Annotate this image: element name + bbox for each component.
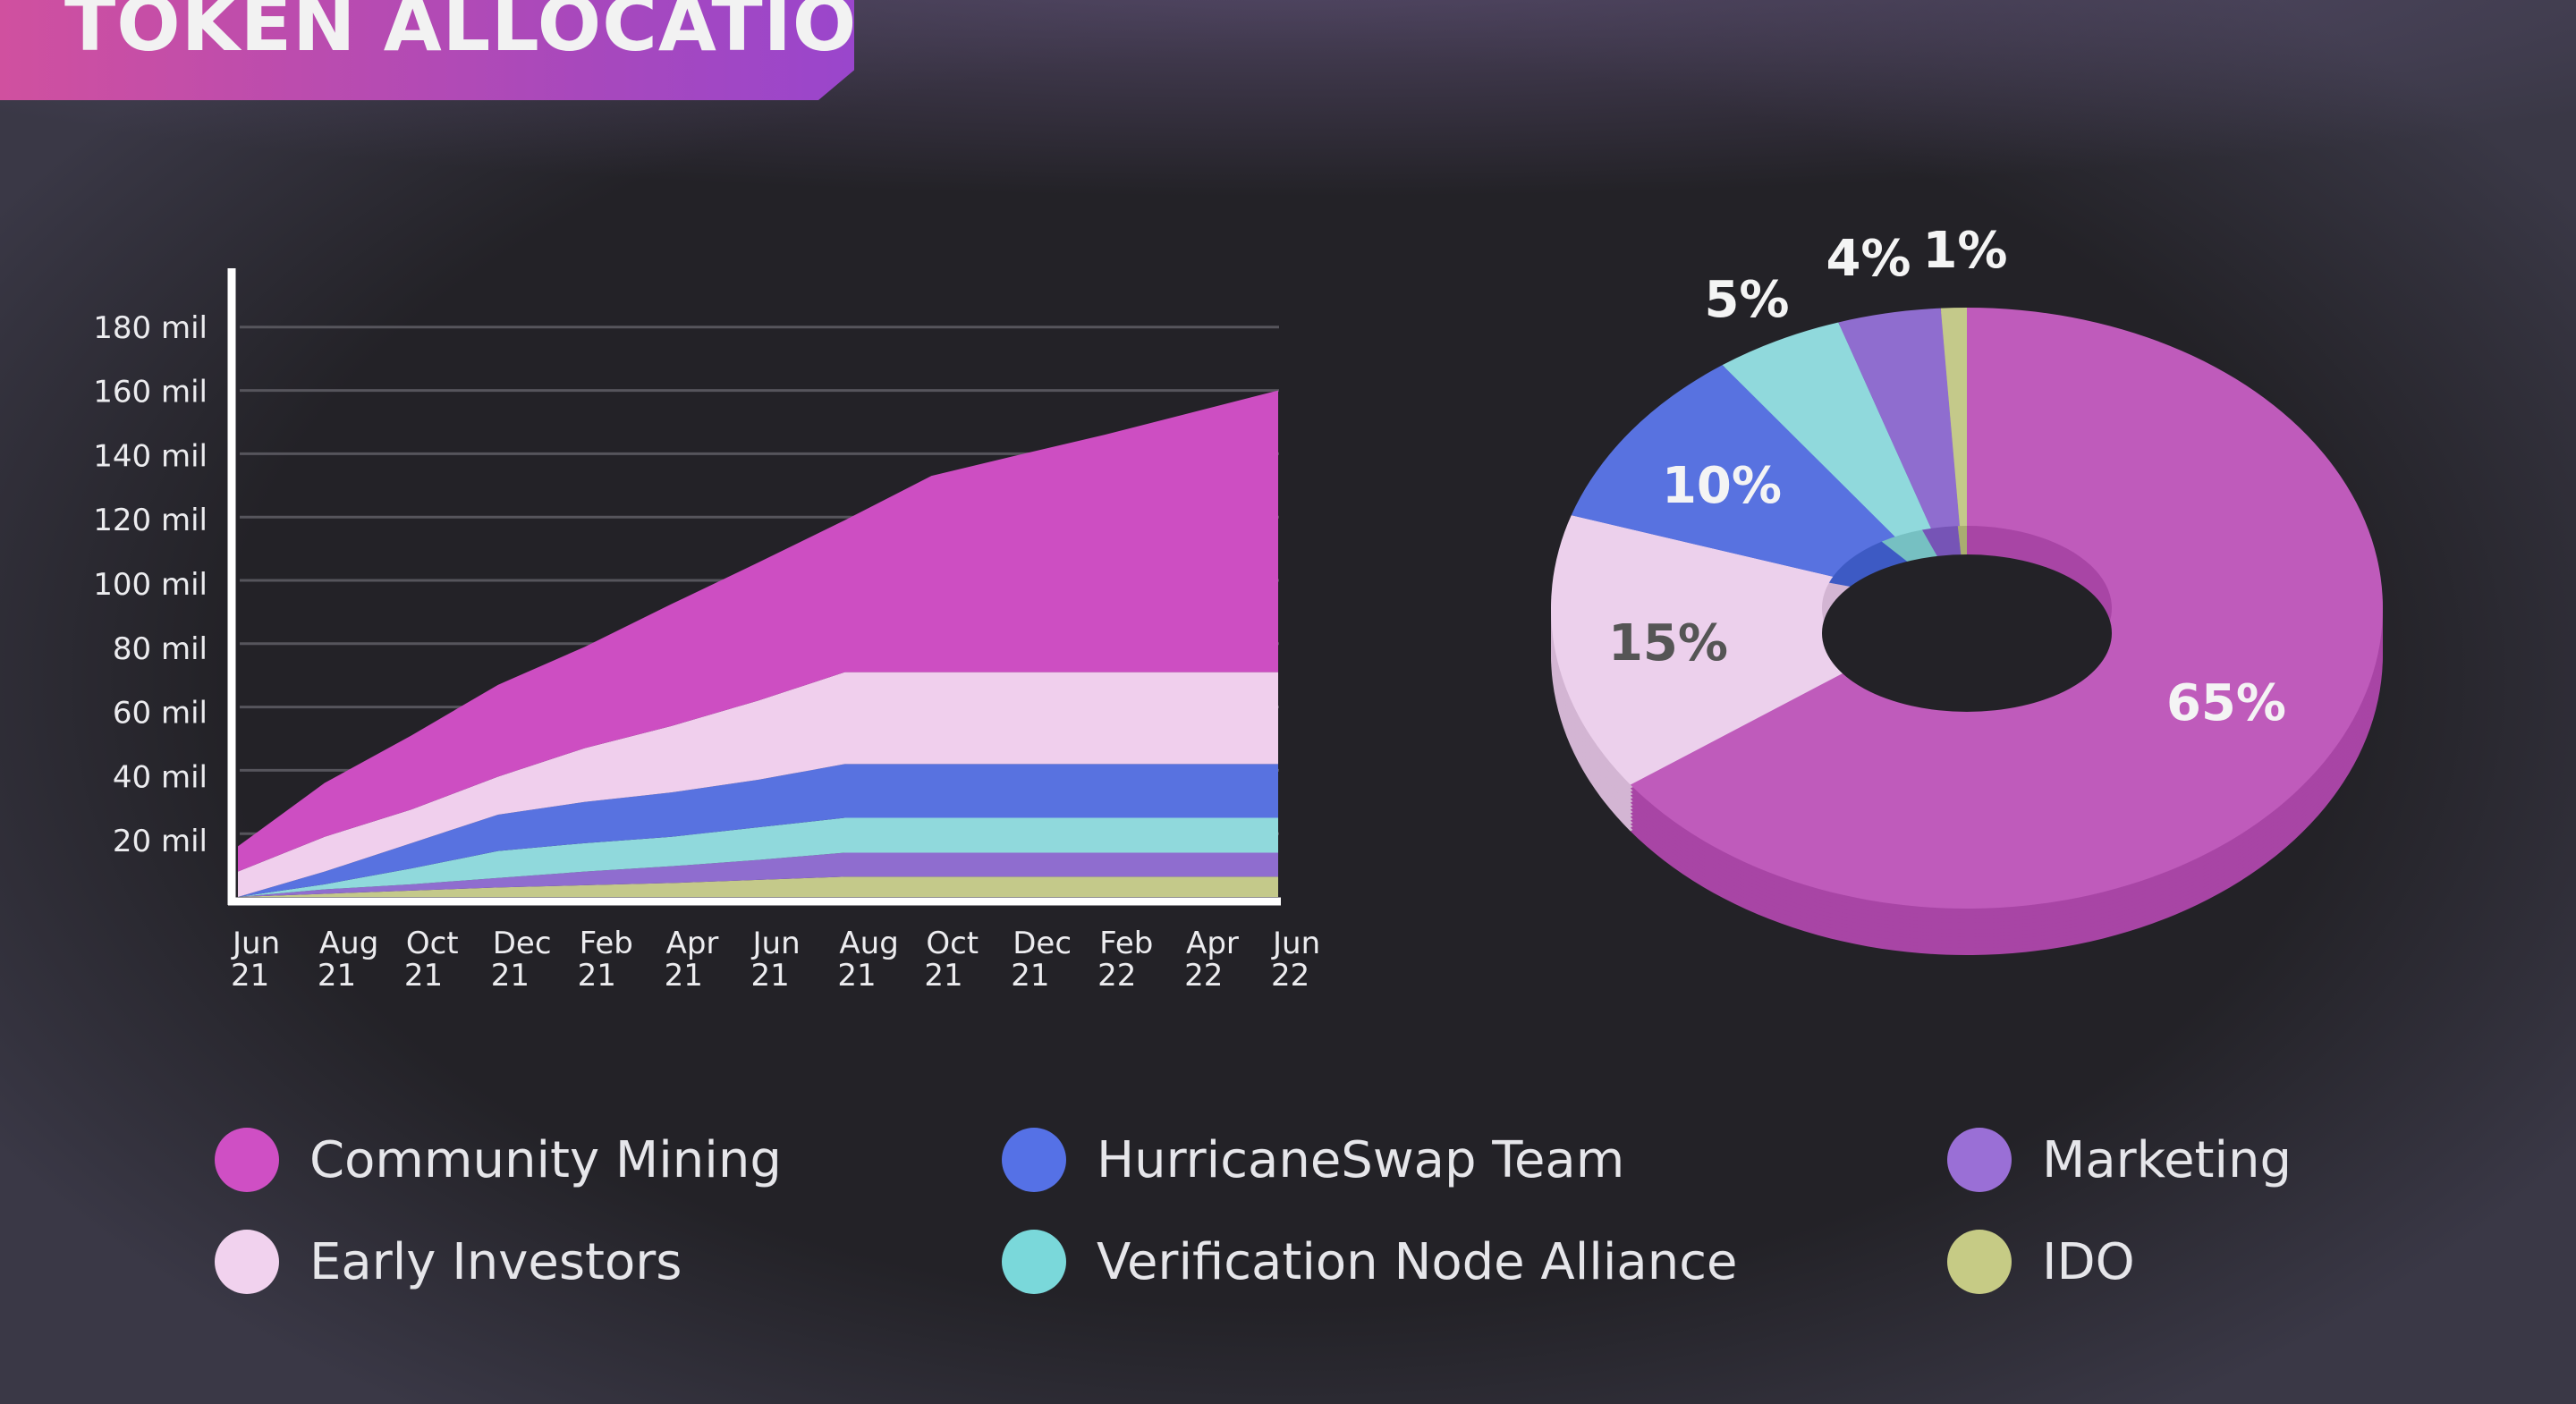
legend-label: Marketing bbox=[2042, 1130, 2292, 1189]
legend-label: HurricaneSwap Team bbox=[1097, 1130, 1625, 1189]
x-tick-label-line: 21 bbox=[751, 958, 790, 994]
y-tick-labels: 20 mil 40 mil 60 mil 80 mil 100 mil 120 mil 14… bbox=[93, 310, 208, 859]
x-tick-label-line: Jun bbox=[231, 926, 280, 961]
legend-label: Verification Node Alliance bbox=[1097, 1232, 1738, 1291]
donut-chart bbox=[1551, 308, 2383, 955]
legend-item: Verification Node Alliance bbox=[1002, 1226, 1737, 1298]
area-early-investors bbox=[238, 672, 1278, 897]
x-tick-label-line: 22 bbox=[1271, 958, 1309, 994]
title-banner: TOKEN ALLOCATION bbox=[0, 0, 854, 100]
legend-swatch bbox=[1947, 1230, 2012, 1294]
legend-swatch bbox=[1947, 1128, 2012, 1192]
x-tick-label-line: Aug bbox=[839, 926, 898, 961]
x-tick-label: Dec 21 bbox=[1011, 926, 1072, 994]
x-tick-label-line: Oct bbox=[926, 926, 979, 961]
x-tick-label-line: Apr bbox=[666, 926, 719, 961]
y-tick-label: 180 mil bbox=[93, 310, 208, 346]
y-tick-label: 20 mil bbox=[113, 824, 208, 859]
x-tick-label-line: 21 bbox=[578, 958, 616, 994]
donut-label: 10% bbox=[1662, 457, 1782, 515]
legend-swatch bbox=[1002, 1230, 1066, 1294]
x-tick-label-line: Aug bbox=[319, 926, 378, 961]
donut-slice-early-investors bbox=[1551, 515, 1967, 785]
x-tick-label: Apr 22 bbox=[1184, 926, 1239, 994]
x-tick-label: Dec 21 bbox=[491, 926, 552, 994]
x-tick-label-line: Feb bbox=[1099, 926, 1153, 961]
x-tick-label: Jun 21 bbox=[751, 926, 801, 994]
x-tick-label: Feb 21 bbox=[578, 926, 633, 994]
x-tick-label-line: 21 bbox=[665, 958, 703, 994]
legend-label: IDO bbox=[2042, 1232, 2135, 1291]
donut-label: 5% bbox=[1704, 271, 1789, 329]
y-tick-label: 40 mil bbox=[113, 759, 208, 795]
x-tick-label-line: Dec bbox=[1013, 926, 1072, 961]
x-tick-label-line: 21 bbox=[231, 958, 269, 994]
x-tick-label-line: 22 bbox=[1184, 958, 1223, 994]
legend-swatch bbox=[1002, 1128, 1066, 1192]
x-tick-label-line: 21 bbox=[1011, 958, 1049, 994]
x-tick-label-line: 21 bbox=[491, 958, 530, 994]
y-tick-label: 100 mil bbox=[93, 567, 208, 603]
x-tick-label-line: Feb bbox=[580, 926, 633, 961]
area-marketing bbox=[238, 852, 1278, 897]
donut-slice-hurricaneswap-team bbox=[1571, 365, 1967, 608]
area-verification-node-alliance bbox=[238, 817, 1278, 897]
x-tick-label: Apr 21 bbox=[665, 926, 719, 994]
donut-hole bbox=[1822, 554, 2112, 712]
x-tick-label-line: Apr bbox=[1186, 926, 1239, 961]
stacked-area-chart bbox=[238, 390, 1278, 897]
page-title: TOKEN ALLOCATION bbox=[64, 0, 921, 68]
legend-swatch bbox=[215, 1230, 279, 1294]
x-tick-label-line: Oct bbox=[406, 926, 459, 961]
legend-label: Early Investors bbox=[309, 1232, 682, 1291]
donut-label: 4% bbox=[1826, 230, 1911, 288]
axes bbox=[227, 268, 1281, 906]
donut-label: 15% bbox=[1608, 614, 1728, 672]
x-tick-label-line: 21 bbox=[404, 958, 443, 994]
x-tick-label: Jun 21 bbox=[231, 926, 280, 994]
x-tick-label-line: 22 bbox=[1097, 958, 1136, 994]
legend-swatch bbox=[215, 1128, 279, 1192]
x-tick-label: Aug 21 bbox=[837, 926, 898, 994]
y-tick-label: 140 mil bbox=[93, 438, 208, 474]
area-hurricaneswap-team bbox=[238, 764, 1278, 897]
legend-label: Community Mining bbox=[309, 1130, 782, 1189]
x-tick-label: Oct 21 bbox=[924, 926, 979, 994]
y-tick-label: 120 mil bbox=[93, 503, 208, 538]
x-tick-label-line: 21 bbox=[924, 958, 962, 994]
x-tick-label-line: Jun bbox=[1271, 926, 1320, 961]
area-community-mining bbox=[238, 390, 1278, 872]
y-tick-label: 80 mil bbox=[113, 631, 208, 667]
legend-item: Community Mining bbox=[215, 1124, 782, 1196]
donut-labels: 65% 15% 10% 5% 4% 1% bbox=[1608, 222, 2286, 732]
x-tick-label-line: 21 bbox=[318, 958, 356, 994]
y-tick-label: 60 mil bbox=[113, 696, 208, 732]
y-tick-label: 160 mil bbox=[93, 375, 208, 410]
donut-label: 65% bbox=[2166, 674, 2286, 732]
legend-item: Early Investors bbox=[215, 1226, 682, 1298]
x-tick-label: Aug 21 bbox=[318, 926, 378, 994]
area-ido bbox=[238, 876, 1278, 897]
x-tick-label: Jun 22 bbox=[1271, 926, 1320, 994]
x-tick-label-line: Dec bbox=[493, 926, 552, 961]
x-tick-label-line: Jun bbox=[751, 926, 801, 961]
x-tick-label-line: 21 bbox=[837, 958, 876, 994]
donut-label: 1% bbox=[1922, 222, 2007, 280]
legend-item: Marketing bbox=[1947, 1124, 2292, 1196]
x-tick-label: Oct 21 bbox=[404, 926, 459, 994]
legend-item: IDO bbox=[1947, 1226, 2135, 1298]
x-tick-label: Feb 22 bbox=[1097, 926, 1153, 994]
legend-item: HurricaneSwap Team bbox=[1002, 1124, 1624, 1196]
